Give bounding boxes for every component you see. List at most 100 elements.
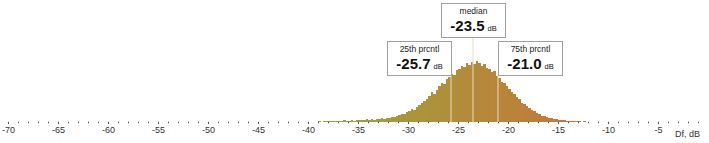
histogram-bar [421, 103, 424, 122]
histogram-bar [426, 99, 429, 122]
annotation-box [499, 42, 563, 76]
histogram-bar [398, 115, 401, 122]
histogram-bar [486, 68, 489, 122]
histogram-bar [491, 72, 494, 122]
histogram-bar [403, 114, 406, 122]
x-tick-mark [158, 122, 159, 124]
histogram-bar [363, 120, 366, 122]
histogram-bar [393, 117, 396, 122]
histogram-bar [523, 104, 526, 122]
histogram-bar [506, 86, 509, 122]
annotation-value: -21.0dB [507, 55, 553, 72]
x-tick-mark [358, 122, 359, 124]
annotation-label: 75th prcntl [511, 44, 551, 54]
histogram-bar [521, 103, 524, 122]
histogram-bar [356, 120, 359, 122]
histogram-bar [466, 63, 469, 122]
histogram-bar [526, 106, 529, 122]
histogram-bar [428, 96, 431, 122]
x-axis: -70-65-60-55-50-45-40-35-30-25-20-15-10-… [2, 122, 704, 135]
x-tick: -50 [202, 122, 215, 135]
histogram-bar [476, 61, 479, 122]
histogram-bar [483, 64, 486, 122]
histogram-bar [461, 66, 464, 122]
x-tick-mark [308, 122, 309, 124]
histogram-bar [538, 114, 541, 122]
histogram-bar [441, 83, 444, 122]
histogram-bar [368, 120, 371, 122]
histogram-bar [548, 118, 551, 122]
histogram-bar [503, 83, 506, 122]
x-tick-mark [58, 122, 59, 124]
annotation-number: -23.5 [450, 17, 484, 34]
percentile-line [473, 37, 474, 122]
histogram-bar [518, 99, 521, 122]
x-tick: -20 [502, 122, 515, 135]
x-tick: -65 [52, 122, 65, 135]
x-tick-label: -50 [202, 125, 215, 135]
x-tick-mark [608, 122, 609, 124]
histogram-bar [586, 122, 589, 123]
histogram-bar [343, 120, 346, 122]
histogram-bar [433, 94, 436, 122]
histogram-bar [383, 119, 386, 122]
annotation-unit: dB [488, 24, 497, 33]
histogram-bar [336, 121, 339, 122]
histogram-bar [341, 121, 344, 122]
x-tick-label: -65 [52, 125, 65, 135]
x-tick-mark [108, 122, 109, 124]
histogram-bar [353, 121, 356, 122]
x-axis-title: Df, dB [675, 129, 700, 139]
x-tick-label: -20 [502, 125, 515, 135]
histogram-bar [553, 119, 556, 122]
histogram-bar [431, 92, 434, 122]
histogram-bar [566, 121, 569, 122]
annotations: 25th prcntl-25.7dBmedian-23.5dB75th prcn… [388, 4, 563, 123]
x-tick-mark [508, 122, 509, 124]
annotation-number: -25.7 [396, 55, 430, 72]
histogram-bar [331, 121, 334, 122]
x-tick-label: -5 [654, 125, 662, 135]
background [0, 0, 709, 143]
histogram-bar [436, 90, 439, 122]
x-tick-mark [408, 122, 409, 124]
x-tick-mark [258, 122, 259, 124]
annotation-value: -23.5 dB [450, 17, 496, 34]
x-tick-label: -15 [552, 125, 565, 135]
x-tick-label: -70 [2, 125, 15, 135]
histogram-bar [563, 120, 566, 122]
x-tick: -35 [352, 122, 365, 135]
histogram-bar [528, 108, 531, 122]
histogram-bar [416, 107, 419, 122]
histogram-bar [321, 122, 324, 123]
histogram-bar [408, 111, 411, 122]
histogram-bar [381, 118, 384, 122]
x-tick-mark [208, 122, 209, 124]
x-tick: -15 [552, 122, 565, 135]
histogram-bar [488, 69, 491, 122]
histogram-bar [446, 79, 449, 122]
histogram-bar [401, 114, 404, 122]
histogram-bar [351, 120, 354, 122]
histogram-bar [378, 119, 381, 122]
histogram-bar [573, 121, 576, 122]
histogram-bar [536, 113, 539, 122]
histogram-bar [531, 110, 534, 122]
histogram-bar [581, 122, 584, 123]
annotation-value: -25.7dB [396, 55, 442, 72]
histogram-bar [386, 118, 389, 122]
histogram-bar [551, 118, 554, 122]
annotation-label: 25th prcntl [400, 44, 440, 54]
x-tick-mark [458, 122, 459, 124]
histogram-bar [463, 67, 466, 122]
histogram-bar [558, 120, 561, 122]
histogram-bar [361, 120, 364, 122]
histogram-bar [508, 89, 511, 122]
x-axis-line [4, 122, 704, 124]
histogram-bar [333, 121, 336, 122]
x-tick-label: -30 [402, 125, 415, 135]
histogram-bar [493, 71, 496, 122]
x-tick-mark [558, 122, 559, 124]
percentile-line [451, 75, 452, 122]
x-tick-label: -40 [302, 125, 315, 135]
